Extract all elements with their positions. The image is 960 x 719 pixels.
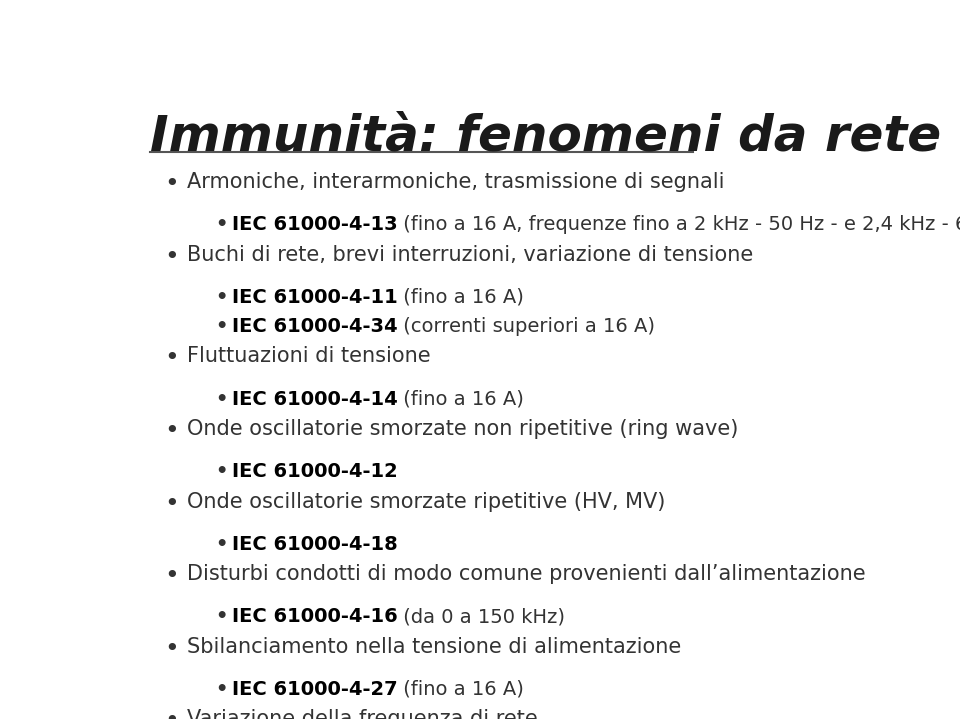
Text: Armoniche, interarmoniche, trasmissione di segnali: Armoniche, interarmoniche, trasmissione … — [187, 172, 725, 192]
Text: •: • — [165, 347, 180, 370]
Text: •: • — [165, 492, 180, 516]
Text: IEC 61000-4-34: IEC 61000-4-34 — [231, 317, 397, 336]
Text: •: • — [215, 608, 228, 626]
Text: Sbilanciamento nella tensione di alimentazione: Sbilanciamento nella tensione di aliment… — [187, 636, 682, 656]
Text: (da 0 a 150 kHz): (da 0 a 150 kHz) — [397, 608, 565, 626]
Text: IEC 61000-4-27: IEC 61000-4-27 — [231, 679, 397, 699]
Text: (correnti superiori a 16 A): (correnti superiori a 16 A) — [397, 317, 656, 336]
Text: •: • — [165, 709, 180, 719]
Text: (fino a 16 A): (fino a 16 A) — [397, 390, 524, 408]
Text: (fino a 16 A, frequenze fino a 2 kHz - 50 Hz - e 2,4 kHz - 60 Hz): (fino a 16 A, frequenze fino a 2 kHz - 5… — [397, 215, 960, 234]
Text: Immunità: fenomeni da rete: Immunità: fenomeni da rete — [150, 113, 941, 161]
Text: IEC 61000-4-14: IEC 61000-4-14 — [231, 390, 397, 408]
Text: •: • — [215, 462, 228, 481]
Text: IEC 61000-4-18: IEC 61000-4-18 — [231, 535, 397, 554]
Text: Buchi di rete, brevi interruzioni, variazione di tensione: Buchi di rete, brevi interruzioni, varia… — [187, 244, 754, 265]
Text: •: • — [215, 535, 228, 554]
Text: Onde oscillatorie smorzate ripetitive (HV, MV): Onde oscillatorie smorzate ripetitive (H… — [187, 492, 665, 511]
Text: •: • — [165, 172, 180, 196]
Text: IEC 61000-4-12: IEC 61000-4-12 — [231, 462, 397, 481]
Text: Onde oscillatorie smorzate non ripetitive (ring wave): Onde oscillatorie smorzate non ripetitiv… — [187, 419, 738, 439]
Text: •: • — [215, 390, 228, 408]
Text: Fluttuazioni di tensione: Fluttuazioni di tensione — [187, 347, 431, 367]
Text: IEC 61000-4-13: IEC 61000-4-13 — [231, 215, 397, 234]
Text: •: • — [215, 679, 228, 699]
Text: •: • — [215, 317, 228, 336]
Text: (fino a 16 A): (fino a 16 A) — [397, 679, 524, 699]
Text: Disturbi condotti di modo comune provenienti dall’alimentazione: Disturbi condotti di modo comune proveni… — [187, 564, 866, 584]
Text: •: • — [165, 244, 180, 269]
Text: •: • — [165, 419, 180, 443]
Text: Variazione della frequenza di rete: Variazione della frequenza di rete — [187, 709, 538, 719]
Text: •: • — [165, 564, 180, 588]
Text: •: • — [215, 288, 228, 307]
Text: •: • — [215, 215, 228, 234]
Text: (fino a 16 A): (fino a 16 A) — [397, 288, 524, 307]
Text: IEC 61000-4-11: IEC 61000-4-11 — [231, 288, 397, 307]
Text: •: • — [165, 636, 180, 661]
Text: IEC 61000-4-16: IEC 61000-4-16 — [231, 608, 397, 626]
